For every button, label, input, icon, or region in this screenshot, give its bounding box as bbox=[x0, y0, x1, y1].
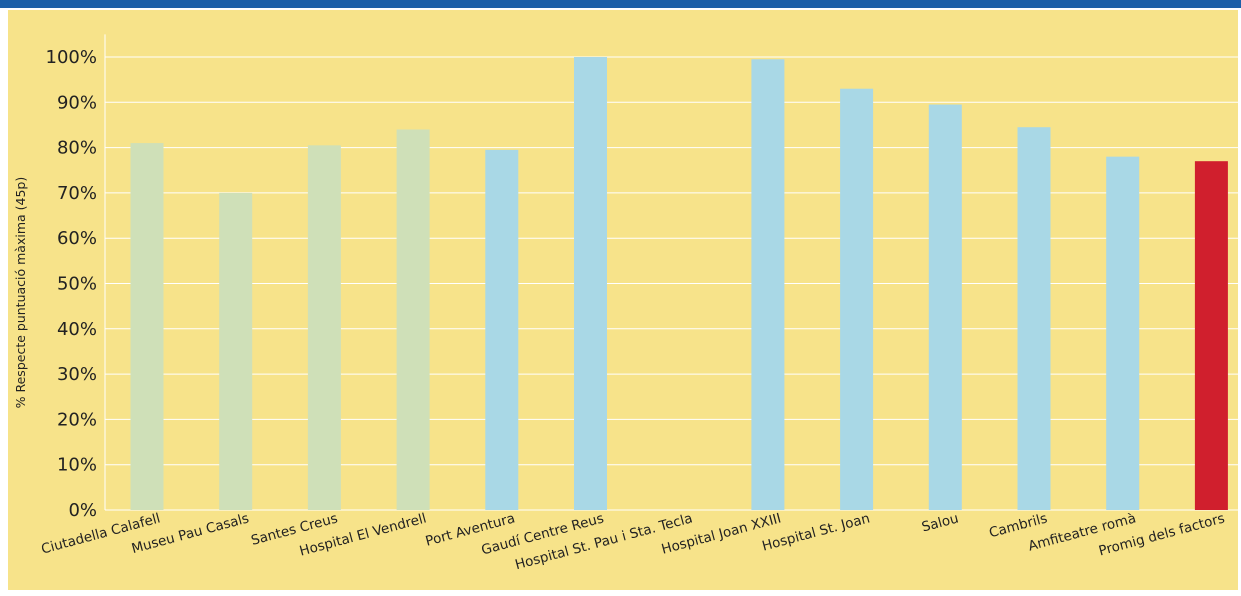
y-tick-label: 0% bbox=[68, 500, 97, 521]
plot-background bbox=[8, 10, 1238, 590]
y-tick-label: 10% bbox=[57, 455, 97, 476]
y-tick-label: 20% bbox=[57, 409, 97, 430]
gridlines bbox=[104, 34, 1238, 511]
y-tick-label: 30% bbox=[57, 364, 97, 385]
header-bar bbox=[0, 0, 1241, 8]
y-tick-label: 40% bbox=[57, 319, 97, 340]
y-tick-label: 80% bbox=[57, 138, 97, 159]
bar bbox=[485, 149, 519, 511]
bar bbox=[840, 88, 874, 511]
y-tick-label: 90% bbox=[57, 92, 97, 113]
y-axis-ticks: 0% 10% 20% 30% 40% 50% 60% 70% 80% 90% 100% bbox=[46, 47, 97, 521]
bar bbox=[928, 104, 962, 510]
bar bbox=[1106, 156, 1140, 510]
bar bbox=[574, 57, 607, 510]
y-tick-label: 70% bbox=[57, 183, 97, 204]
bar bbox=[130, 143, 164, 510]
bars bbox=[130, 57, 1228, 511]
bar bbox=[307, 145, 341, 510]
y-axis-title: % Respecte puntuació màxima (45p) bbox=[13, 177, 28, 409]
y-tick-label: 60% bbox=[57, 228, 97, 249]
bar bbox=[1194, 161, 1228, 510]
bar bbox=[396, 129, 430, 511]
y-tick-label: 50% bbox=[57, 274, 97, 295]
y-tick-label: 100% bbox=[46, 47, 97, 68]
bar bbox=[1017, 127, 1051, 510]
bar bbox=[751, 59, 785, 510]
bar bbox=[219, 192, 253, 510]
